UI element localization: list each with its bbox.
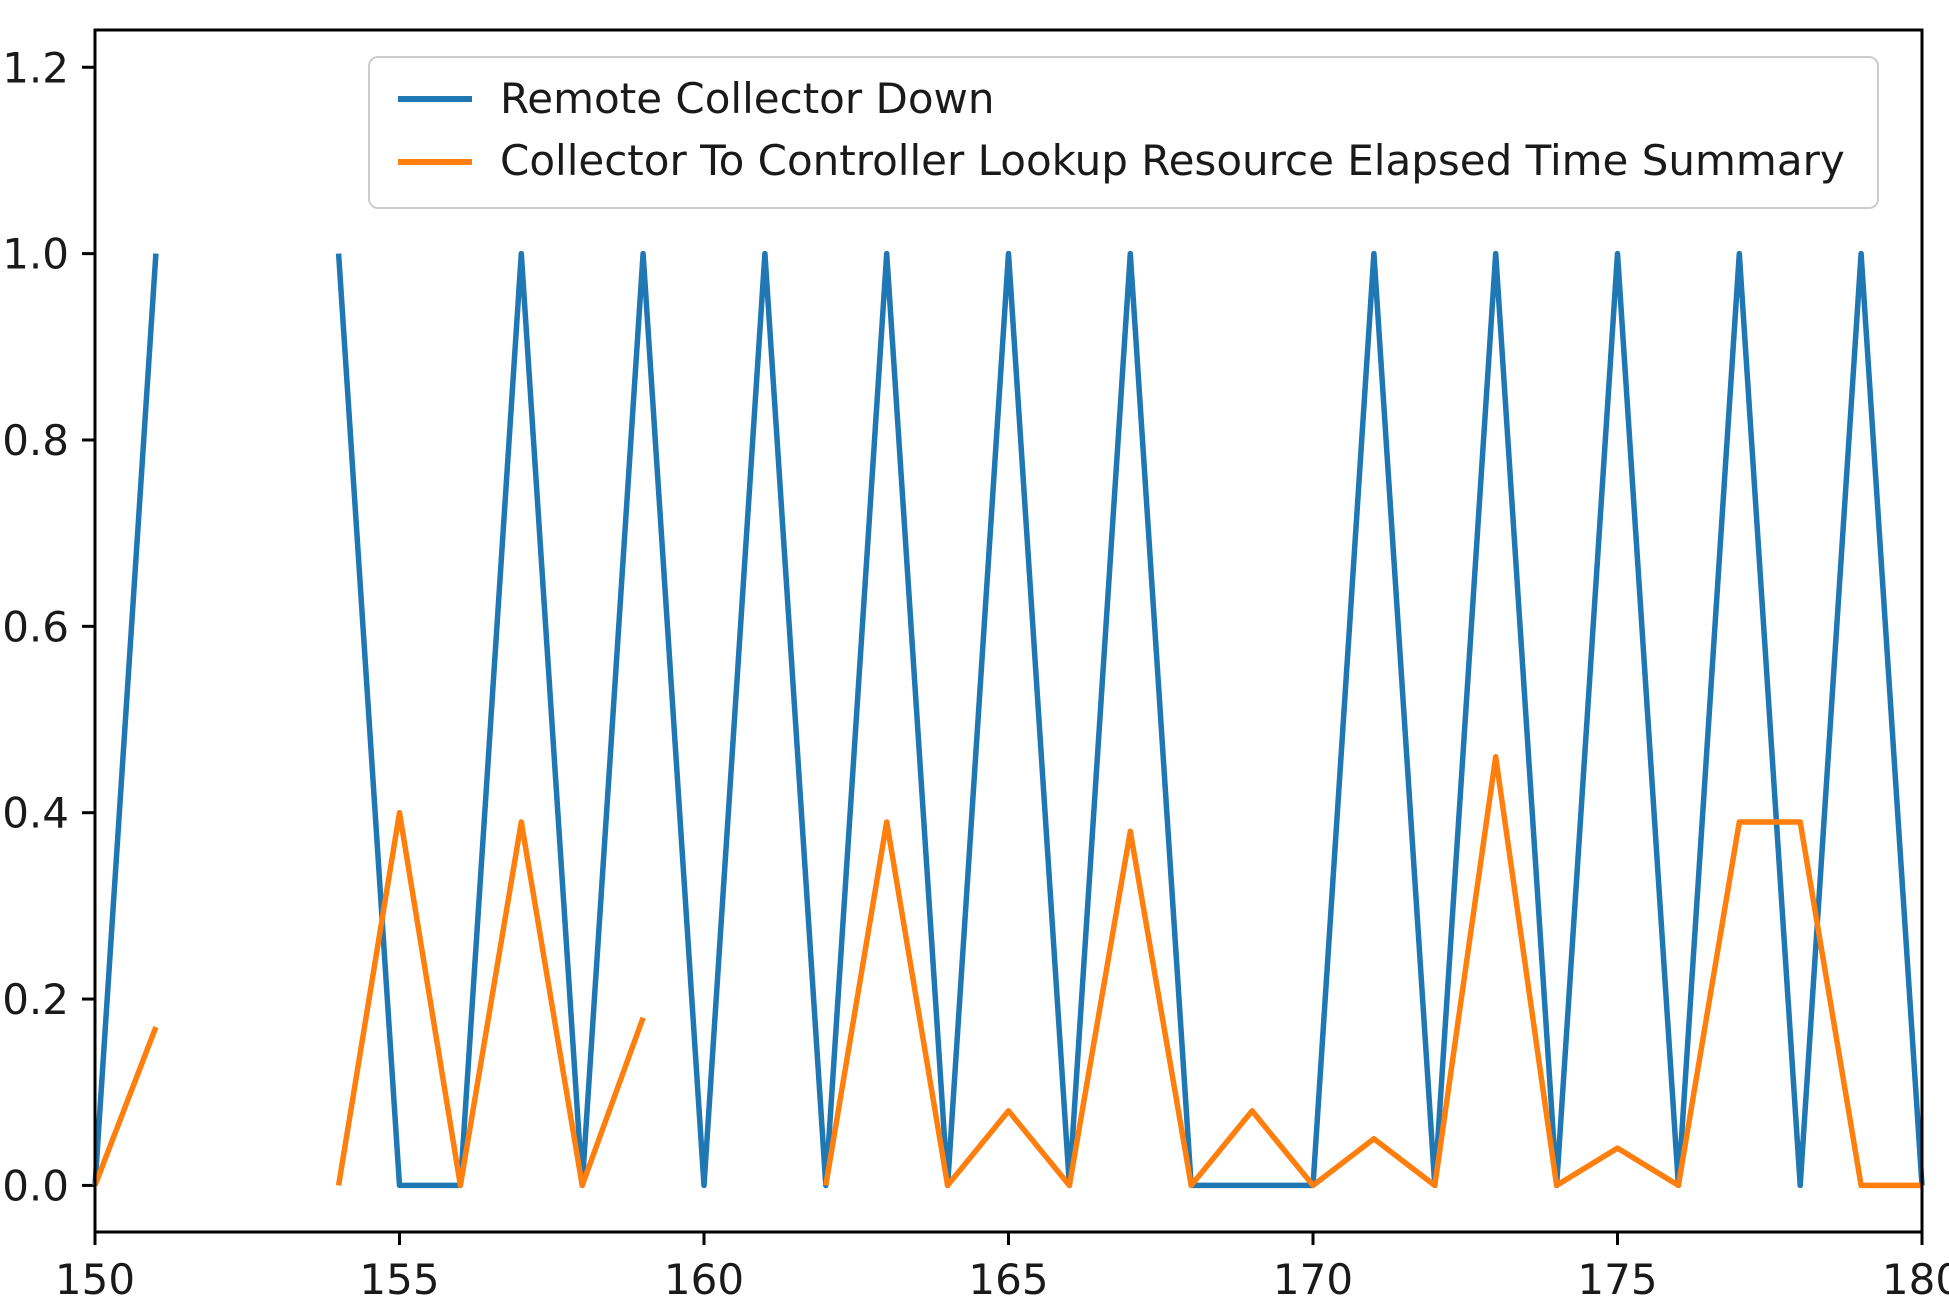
y-tick-label: 0.0 [2,1161,69,1210]
y-tick-label: 1.0 [2,230,69,279]
legend-item-collector-to-controller: Collector To Controller Lookup Resource … [398,136,1845,186]
x-tick-label: 150 [55,1255,135,1304]
series-line-0 [92,250,1925,1189]
y-tick-label: 0.4 [2,789,69,838]
y-tick-label: 0.2 [2,975,69,1024]
legend-line-swatch-blue [398,96,472,103]
legend-item-remote-collector-down: Remote Collector Down [398,74,1845,124]
legend-label: Remote Collector Down [500,74,995,123]
x-tick-label: 155 [359,1255,439,1304]
x-tick-label: 170 [1273,1255,1353,1304]
x-tick-label: 175 [1577,1255,1657,1304]
plot-frame [93,28,1924,1234]
y-tick-label: 0.6 [2,602,69,651]
y-tick-label: 0.8 [2,416,69,465]
chart-legend: Remote Collector Down Collector To Contr… [368,56,1879,209]
x-tick-label: 165 [968,1255,1048,1304]
y-tick-label: 1.2 [2,43,69,92]
x-tick-label: 160 [664,1255,744,1304]
legend-label: Collector To Controller Lookup Resource … [500,136,1845,186]
legend-line-swatch-orange [398,158,472,165]
x-tick-label: 180 [1882,1255,1949,1304]
series-line-1 [92,754,1922,1189]
